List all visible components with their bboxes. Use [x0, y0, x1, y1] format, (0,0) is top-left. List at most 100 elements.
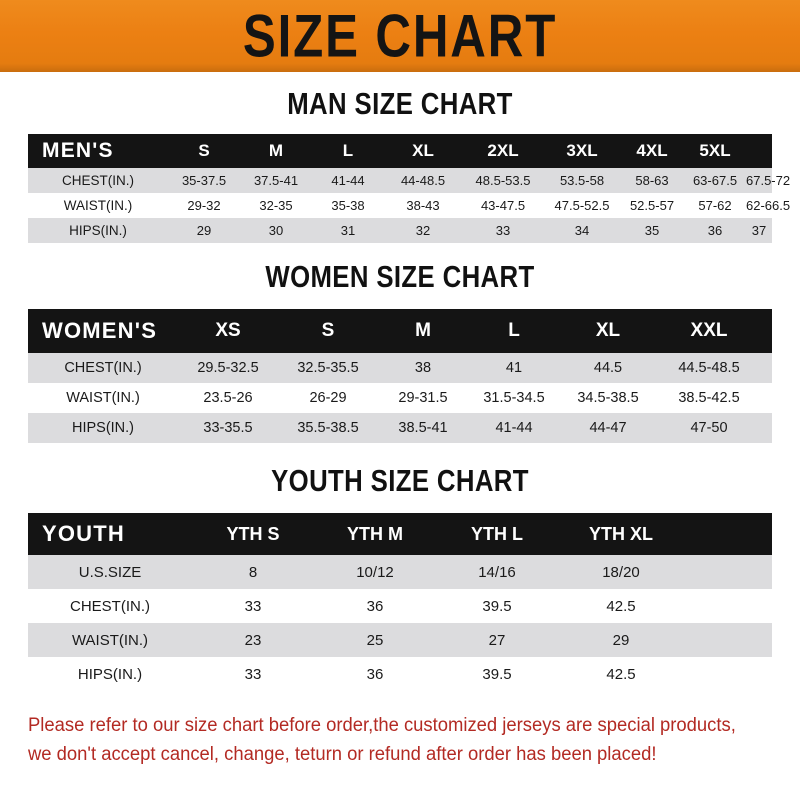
- women-table-body: WOMEN'S XS S M L XL XXL CHEST(IN.) 29.5-…: [28, 309, 772, 443]
- men-hips-5: 34: [544, 218, 620, 243]
- section-title-men: MAN SIZE CHART: [287, 86, 513, 121]
- women-size-col-1: S: [278, 309, 378, 353]
- youth-hips-1: 36: [314, 657, 436, 691]
- youth-waist-spacer: [684, 623, 772, 657]
- youth-ussize-1: 10/12: [314, 555, 436, 589]
- men-size-col-2: L: [312, 134, 384, 168]
- youth-waist-1: 25: [314, 623, 436, 657]
- table-row: CHEST(IN.) 33 36 39.5 42.5: [28, 589, 772, 623]
- youth-hips-spacer: [684, 657, 772, 691]
- section-title-women: WOMEN SIZE CHART: [265, 259, 535, 294]
- men-waist-7: 57-62: [684, 193, 746, 218]
- men-waist-6: 52.5-57: [620, 193, 684, 218]
- table-row: WAIST(IN.) 29-32 32-35 35-38 38-43 43-47…: [28, 193, 790, 218]
- youth-table-wrap: YOUTH YTH S YTH M YTH L YTH XL U.S.SIZE …: [28, 513, 772, 691]
- men-size-col-1: M: [240, 134, 312, 168]
- women-waist-4: 34.5-38.5: [560, 383, 656, 413]
- men-chest-6: 58-63: [620, 168, 684, 193]
- youth-hips-2: 39.5: [436, 657, 558, 691]
- women-hips-0: 33-35.5: [178, 413, 278, 443]
- men-hips-8: 37: [746, 218, 772, 243]
- women-chest-0: 29.5-32.5: [178, 353, 278, 383]
- youth-hips-0: 33: [192, 657, 314, 691]
- banner: SIZE CHART: [0, 0, 800, 72]
- women-size-col-3: L: [468, 309, 560, 353]
- youth-size-col-2: YTH L: [436, 513, 558, 555]
- men-waist-4: 43-47.5: [462, 193, 544, 218]
- women-table-wrap: WOMEN'S XS S M L XL XXL CHEST(IN.) 29.5-…: [28, 309, 772, 443]
- men-size-col-6: 4XL: [620, 134, 684, 168]
- men-chest-5: 53.5-58: [544, 168, 620, 193]
- youth-chest-3: 42.5: [558, 589, 684, 623]
- footer-line-1: Please refer to our size chart before or…: [28, 715, 736, 736]
- men-size-col-7: 5XL: [684, 134, 746, 168]
- youth-chest-1: 36: [314, 589, 436, 623]
- youth-size-col-3: YTH XL: [558, 513, 684, 555]
- youth-size-col-1: YTH M: [314, 513, 436, 555]
- youth-row-label-ussize: U.S.SIZE: [28, 555, 192, 589]
- youth-table-body: YOUTH YTH S YTH M YTH L YTH XL U.S.SIZE …: [28, 513, 772, 691]
- table-row: HIPS(IN.) 29 30 31 32 33 34 35 36 37: [28, 218, 772, 243]
- youth-ussize-2: 14/16: [436, 555, 558, 589]
- men-chest-2: 41-44: [312, 168, 384, 193]
- women-waist-5: 38.5-42.5: [656, 383, 762, 413]
- men-chest-7: 63-67.5: [684, 168, 746, 193]
- men-size-col-0: S: [168, 134, 240, 168]
- men-size-table: MEN'S S M L XL 2XL 3XL 4XL 5XL CHEST(IN.…: [28, 134, 790, 243]
- women-hips-3: 41-44: [468, 413, 560, 443]
- table-row: WAIST(IN.) 23 25 27 29: [28, 623, 772, 657]
- men-header-label: MEN'S: [28, 134, 168, 168]
- men-waist-3: 38-43: [384, 193, 462, 218]
- women-chest-4: 44.5: [560, 353, 656, 383]
- men-hips-7: 36: [684, 218, 746, 243]
- men-hips-0: 29: [168, 218, 240, 243]
- women-row-label-hips: HIPS(IN.): [28, 413, 178, 443]
- men-waist-0: 29-32: [168, 193, 240, 218]
- women-hips-spacer: [762, 413, 772, 443]
- men-header-row: MEN'S S M L XL 2XL 3XL 4XL 5XL: [28, 134, 772, 168]
- men-waist-8: 62-66.5: [746, 193, 790, 218]
- men-waist-5: 47.5-52.5: [544, 193, 620, 218]
- women-waist-3: 31.5-34.5: [468, 383, 560, 413]
- women-hips-2: 38.5-41: [378, 413, 468, 443]
- women-size-col-5: XXL: [656, 309, 762, 353]
- section-youth: YOUTH SIZE CHART YOUTH YTH S YTH M YTH L…: [0, 443, 800, 691]
- men-hips-2: 31: [312, 218, 384, 243]
- footer-line-2: we don't accept cancel, change, teturn o…: [28, 744, 657, 766]
- women-size-col-4: XL: [560, 309, 656, 353]
- women-chest-5: 44.5-48.5: [656, 353, 762, 383]
- women-row-label-waist: WAIST(IN.): [28, 383, 178, 413]
- men-waist-2: 35-38: [312, 193, 384, 218]
- youth-chest-2: 39.5: [436, 589, 558, 623]
- section-men: MAN SIZE CHART MEN'S S M L XL 2XL: [0, 72, 800, 243]
- men-hips-6: 35: [620, 218, 684, 243]
- women-hips-4: 44-47: [560, 413, 656, 443]
- women-chest-2: 38: [378, 353, 468, 383]
- men-row-label-chest: CHEST(IN.): [28, 168, 168, 193]
- men-waist-1: 32-35: [240, 193, 312, 218]
- youth-waist-0: 23: [192, 623, 314, 657]
- women-chest-3: 41: [468, 353, 560, 383]
- women-hips-1: 35.5-38.5: [278, 413, 378, 443]
- men-table-body: MEN'S S M L XL 2XL 3XL 4XL 5XL CHEST(IN.…: [28, 134, 790, 243]
- women-waist-2: 29-31.5: [378, 383, 468, 413]
- women-waist-0: 23.5-26: [178, 383, 278, 413]
- table-row: CHEST(IN.) 29.5-32.5 32.5-35.5 38 41 44.…: [28, 353, 772, 383]
- women-hips-5: 47-50: [656, 413, 762, 443]
- men-size-col-5: 3XL: [544, 134, 620, 168]
- men-row-label-waist: WAIST(IN.): [28, 193, 168, 218]
- youth-row-label-hips: HIPS(IN.): [28, 657, 192, 691]
- men-header-spacer: [746, 134, 772, 168]
- youth-hips-3: 42.5: [558, 657, 684, 691]
- youth-header-row: YOUTH YTH S YTH M YTH L YTH XL: [28, 513, 772, 555]
- men-chest-1: 37.5-41: [240, 168, 312, 193]
- youth-size-table: YOUTH YTH S YTH M YTH L YTH XL U.S.SIZE …: [28, 513, 772, 691]
- table-row: HIPS(IN.) 33-35.5 35.5-38.5 38.5-41 41-4…: [28, 413, 772, 443]
- page-title: SIZE CHART: [242, 2, 558, 70]
- footer-note: Please refer to our size chart before or…: [28, 691, 750, 770]
- youth-row-label-chest: CHEST(IN.): [28, 589, 192, 623]
- youth-header-label: YOUTH: [28, 513, 192, 555]
- women-size-col-2: M: [378, 309, 468, 353]
- youth-size-col-0: YTH S: [192, 513, 314, 555]
